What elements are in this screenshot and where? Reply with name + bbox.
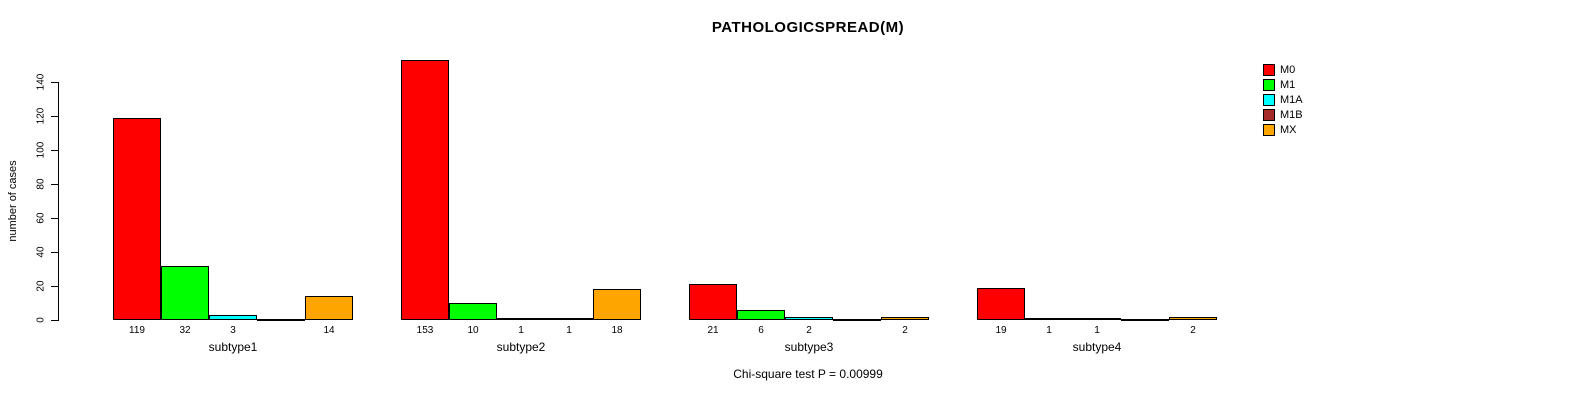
- bar-value-label: 2: [806, 325, 812, 336]
- bar-value-label: 3: [230, 325, 236, 336]
- bar-value-label: 18: [611, 325, 623, 336]
- bar-value-label: 1: [1046, 325, 1052, 336]
- legend-swatch-M1: [1263, 78, 1275, 91]
- bar-M1B-subtype1: [257, 319, 305, 321]
- bar-M1B-subtype4: [1121, 319, 1169, 321]
- bar-M1B-subtype2: [545, 318, 593, 320]
- chart-title: PATHOLOGICSPREAD(M): [711, 19, 905, 36]
- legend-swatch-M1A: [1263, 93, 1275, 106]
- y-axis-tick: [51, 252, 59, 253]
- bar-MX-subtype1: [305, 296, 353, 320]
- bar-M1A-subtype3: [785, 317, 833, 320]
- bar-M1-subtype2: [449, 303, 497, 320]
- bar-M0-subtype2: [401, 60, 449, 320]
- legend-label: M0: [1280, 63, 1296, 76]
- y-axis-tick-label: 100: [35, 141, 47, 159]
- y-axis-tick: [51, 218, 59, 219]
- y-axis-tick-label: 40: [35, 246, 47, 258]
- y-axis-label: number of cases: [7, 160, 19, 242]
- legend-item-M0: M0: [1263, 62, 1303, 77]
- y-axis-line: [58, 82, 59, 321]
- y-axis-tick-label: 60: [35, 212, 47, 224]
- y-axis-tick: [51, 320, 59, 321]
- bar-value-label: 153: [416, 325, 434, 336]
- y-axis-tick: [51, 286, 59, 287]
- bar-value-label: 1: [566, 325, 572, 336]
- x-category-label: subtype1: [208, 340, 258, 354]
- bar-value-label: 32: [179, 325, 191, 336]
- bar-value-label: 10: [467, 325, 479, 336]
- legend-label: M1B: [1280, 108, 1303, 121]
- bar-M1A-subtype1: [209, 315, 257, 320]
- y-axis-tick-label: 0: [35, 317, 47, 323]
- legend-label: M1: [1280, 78, 1296, 91]
- legend-item-M1A: M1A: [1263, 92, 1303, 107]
- x-category-label: subtype3: [784, 340, 834, 354]
- legend: M0 M1 M1A M1B MX: [1263, 62, 1303, 137]
- bar-MX-subtype3: [881, 317, 929, 320]
- legend-item-MX: MX: [1263, 122, 1303, 137]
- y-axis-tick-label: 140: [35, 73, 47, 91]
- x-category-label: subtype2: [496, 340, 546, 354]
- y-axis-tick: [51, 184, 59, 185]
- bar-M1A-subtype2: [497, 318, 545, 320]
- legend-swatch-M0: [1263, 63, 1275, 76]
- bar-value-label: 19: [995, 325, 1007, 336]
- bar-value-label: 2: [1190, 325, 1196, 336]
- legend-label: M1A: [1280, 93, 1303, 106]
- y-axis-tick-label: 120: [35, 107, 47, 125]
- y-axis-tick: [51, 150, 59, 151]
- y-axis-tick: [51, 116, 59, 117]
- bar-MX-subtype2: [593, 289, 641, 320]
- bar-value-label: 1: [1094, 325, 1100, 336]
- bar-value-label: 1: [518, 325, 524, 336]
- bar-M1-subtype1: [161, 266, 209, 320]
- bar-value-label: 2: [902, 325, 908, 336]
- y-axis-tick: [51, 82, 59, 83]
- x-category-label: subtype4: [1072, 340, 1122, 354]
- bar-M1A-subtype4: [1073, 318, 1121, 320]
- bar-MX-subtype4: [1169, 317, 1217, 320]
- chi-square-note: Chi-square test P = 0.00999: [733, 367, 883, 381]
- legend-swatch-M1B: [1263, 108, 1275, 121]
- bar-M1-subtype4: [1025, 318, 1073, 320]
- bar-M1B-subtype3: [833, 319, 881, 321]
- bar-value-label: 14: [323, 325, 335, 336]
- bar-value-label: 119: [129, 325, 145, 336]
- legend-swatch-MX: [1263, 123, 1275, 136]
- bar-value-label: 21: [707, 325, 719, 336]
- y-axis-tick-label: 20: [35, 280, 47, 292]
- bar-value-label: 6: [758, 325, 764, 336]
- bar-M0-subtype1: [113, 118, 161, 320]
- bar-M0-subtype4: [977, 288, 1025, 320]
- y-axis-tick-label: 80: [35, 178, 47, 190]
- bar-M1-subtype3: [737, 310, 785, 320]
- bar-M0-subtype3: [689, 284, 737, 320]
- legend-label: MX: [1280, 123, 1297, 136]
- legend-item-M1B: M1B: [1263, 107, 1303, 122]
- legend-item-M1: M1: [1263, 77, 1303, 92]
